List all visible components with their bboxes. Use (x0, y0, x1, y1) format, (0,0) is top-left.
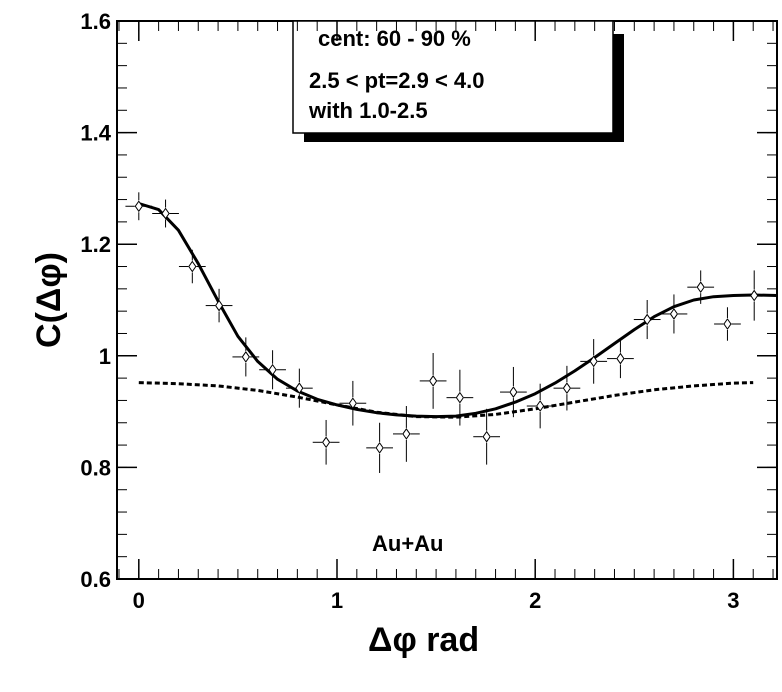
y-tick-label: 1.4 (80, 121, 111, 146)
annotation-system: Au+Au (372, 531, 444, 556)
data-point (312, 419, 340, 465)
y-axis-title: C(Δφ) (30, 252, 68, 348)
data-point (232, 337, 260, 377)
data-point (580, 339, 608, 384)
data-point (500, 366, 527, 418)
diamond-marker (188, 260, 197, 273)
data-point (285, 368, 313, 408)
annotation-pt-range: 2.5 < pt=2.9 < 4.0 (309, 68, 485, 93)
data-point (687, 270, 715, 304)
diamond-marker (321, 436, 331, 449)
annotation-centrality: cent: 60 - 90 % (318, 26, 471, 51)
axes: 0.6 0.8 1 1.2 1.4 1.6 0 1 2 3 (80, 9, 777, 613)
diamond-marker (268, 363, 277, 376)
x-tick-label: 1 (331, 588, 343, 613)
x-axis-title: Δφ rad (368, 621, 479, 659)
data-point (526, 383, 554, 429)
data-point (740, 270, 768, 321)
diamond-marker (161, 207, 170, 220)
diamond-marker (455, 391, 464, 404)
data-point (633, 300, 661, 340)
data-point (259, 350, 286, 390)
diamond-marker (214, 299, 224, 312)
diamond-marker (750, 289, 759, 302)
info-box: cent: 60 - 90 % 2.5 < pt=2.9 < 4.0 with … (292, 20, 624, 142)
diamond-marker (402, 428, 411, 440)
diamond-marker (295, 382, 304, 395)
diamond-marker (696, 281, 705, 294)
diamond-marker (375, 441, 384, 454)
fit-curve-solid (138, 202, 778, 419)
diamond-marker (669, 308, 679, 320)
diamond-marker (509, 386, 518, 398)
x-tick-label: 0 (133, 588, 145, 613)
data-point (419, 353, 447, 409)
annotation-assoc-range: with 1.0-2.5 (308, 98, 428, 123)
y-tick-label: 0.6 (80, 567, 111, 592)
diamond-marker (643, 313, 652, 326)
data-point (366, 422, 393, 473)
data-point (607, 339, 634, 379)
y-tick-label: 0.8 (80, 455, 111, 480)
data-point (553, 365, 581, 411)
data-point (392, 406, 420, 462)
diamond-marker (536, 400, 545, 412)
data-point (178, 249, 206, 284)
diamond-marker (134, 200, 143, 213)
y-tick-label: 1.6 (80, 9, 111, 34)
diamond-marker (616, 352, 625, 365)
fit-curve-dashed (138, 381, 754, 419)
data-point (205, 288, 233, 323)
diamond-marker (482, 430, 491, 443)
diamond-marker (348, 397, 357, 410)
diamond-marker (429, 375, 438, 387)
x-tick-label: 2 (529, 588, 541, 613)
data-point (339, 380, 367, 426)
data-point (714, 307, 741, 341)
data-point (473, 408, 501, 465)
info-box-body (292, 20, 614, 134)
data-point (125, 192, 153, 221)
curves (138, 202, 778, 419)
y-tick-label: 1.2 (80, 232, 111, 257)
diamond-marker (589, 355, 598, 368)
data-point (446, 369, 474, 426)
data-point (660, 294, 688, 334)
y-tick-label: 1 (99, 344, 111, 369)
diamond-marker (723, 318, 732, 330)
data-point (152, 199, 179, 228)
data-points (125, 192, 768, 473)
diamond-marker (241, 351, 250, 363)
diamond-marker (562, 382, 572, 395)
x-tick-label: 3 (727, 588, 739, 613)
